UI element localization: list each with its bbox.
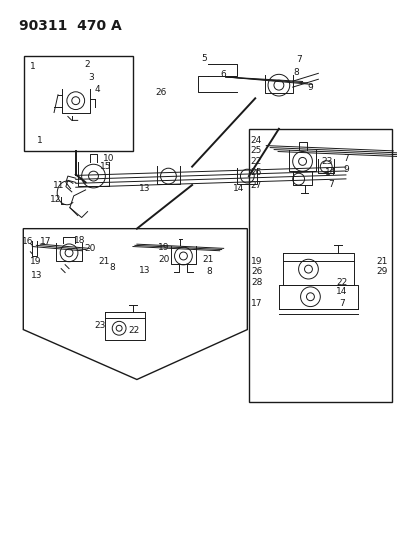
Text: 22: 22	[336, 278, 348, 287]
Text: 23: 23	[94, 321, 106, 330]
Text: 1: 1	[37, 136, 43, 145]
Text: 19: 19	[251, 257, 262, 266]
Text: 27: 27	[251, 181, 262, 190]
Text: 10: 10	[103, 154, 114, 163]
Text: 19: 19	[30, 257, 42, 266]
Text: 17: 17	[251, 299, 262, 308]
Text: 9: 9	[343, 165, 349, 174]
Text: 26: 26	[251, 267, 262, 276]
Text: 7: 7	[343, 154, 349, 163]
Text: 7: 7	[328, 180, 334, 189]
Text: 18: 18	[74, 236, 86, 245]
Text: 14: 14	[325, 168, 337, 177]
Text: 21: 21	[99, 257, 110, 266]
Text: 14: 14	[336, 287, 348, 296]
Text: 28: 28	[251, 278, 262, 287]
Text: 8: 8	[110, 263, 115, 272]
Text: 11: 11	[54, 181, 65, 190]
Text: 8: 8	[206, 267, 212, 276]
Text: 1: 1	[30, 62, 35, 71]
Text: 23: 23	[321, 157, 333, 166]
Text: 16: 16	[22, 237, 33, 246]
Text: 6: 6	[221, 70, 226, 79]
Bar	[24, 56, 133, 151]
Text: 12: 12	[50, 195, 62, 204]
Text: 25: 25	[251, 147, 262, 155]
Text: 21: 21	[376, 257, 388, 266]
Text: 17: 17	[40, 237, 51, 246]
Text: 8: 8	[294, 68, 300, 77]
Text: 9: 9	[308, 83, 313, 92]
Text: 7: 7	[339, 299, 345, 308]
Text: 13: 13	[139, 184, 150, 193]
Text: 22: 22	[251, 157, 262, 166]
Text: 5: 5	[201, 54, 207, 63]
Text: 19: 19	[158, 243, 170, 252]
Text: 15: 15	[100, 162, 112, 171]
Text: 26: 26	[251, 168, 262, 177]
Text: 20: 20	[158, 255, 169, 264]
Text: 29: 29	[376, 267, 388, 276]
Text: 26: 26	[155, 87, 166, 96]
Bar	[249, 129, 392, 402]
Text: 2: 2	[85, 60, 90, 69]
Text: 24: 24	[251, 136, 262, 145]
Text: 3: 3	[89, 73, 94, 82]
Text: 13: 13	[139, 266, 150, 275]
Text: 13: 13	[31, 271, 42, 280]
Text: 22: 22	[128, 326, 139, 335]
Text: 21: 21	[202, 255, 214, 264]
Text: 14: 14	[233, 184, 244, 193]
Text: 4: 4	[95, 85, 100, 94]
Text: 90311  470 A: 90311 470 A	[18, 19, 121, 33]
Text: 7: 7	[296, 55, 302, 64]
Text: 20: 20	[85, 244, 96, 253]
